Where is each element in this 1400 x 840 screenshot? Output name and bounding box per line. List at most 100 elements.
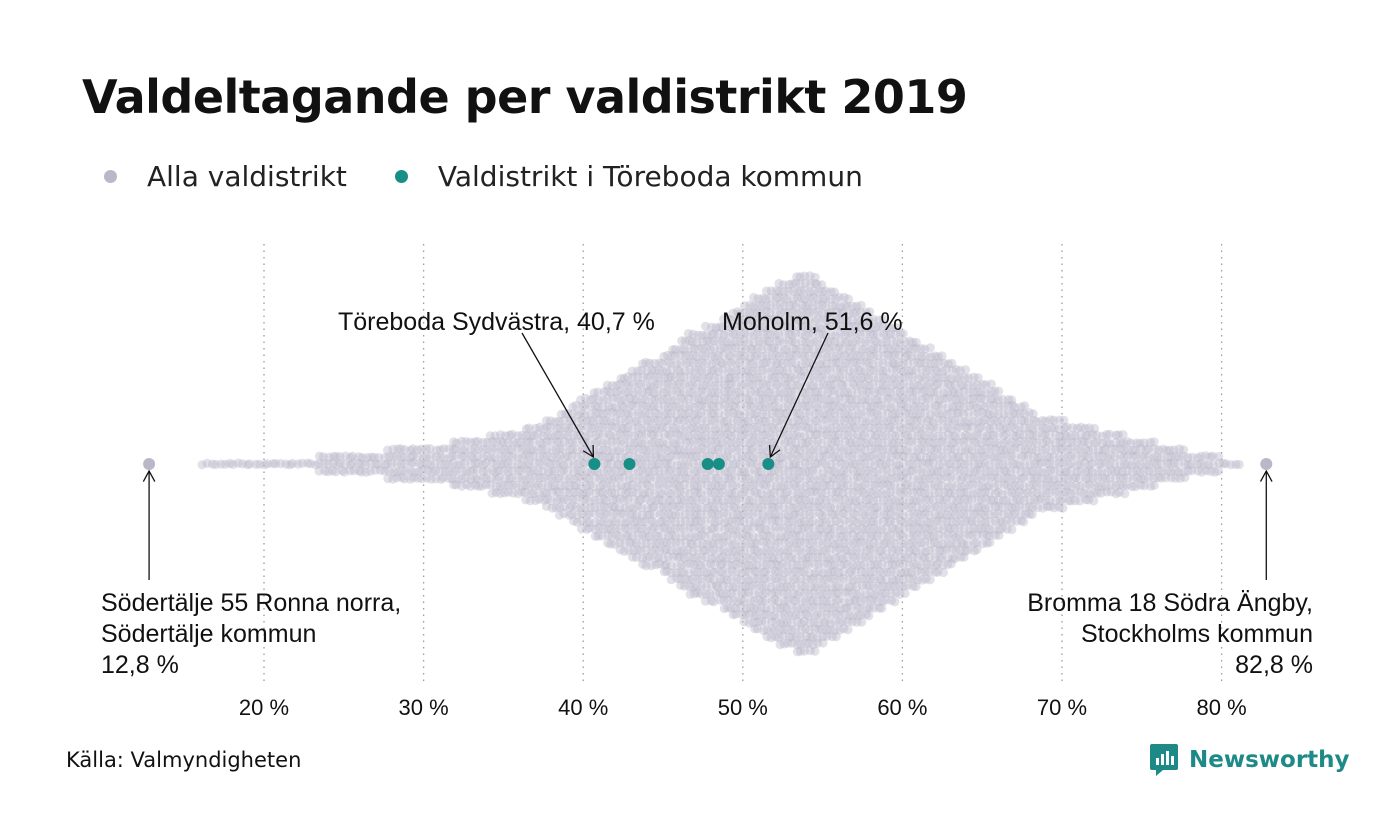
district-point bbox=[400, 458, 410, 469]
district-point bbox=[318, 452, 328, 462]
district-point bbox=[591, 488, 601, 498]
district-point bbox=[638, 488, 648, 498]
district-point bbox=[565, 488, 575, 498]
district-point bbox=[633, 430, 643, 440]
district-point bbox=[628, 379, 638, 389]
district-point bbox=[555, 494, 565, 504]
district-point bbox=[619, 495, 629, 505]
district-point bbox=[637, 401, 647, 411]
district-point bbox=[444, 444, 454, 454]
district-point bbox=[612, 530, 622, 541]
district-point bbox=[415, 459, 425, 469]
tick-label-50: 50 % bbox=[718, 695, 768, 720]
district-point bbox=[571, 481, 581, 491]
district-point bbox=[281, 459, 291, 469]
district-point bbox=[466, 474, 476, 484]
district-point bbox=[616, 395, 626, 405]
district-point bbox=[636, 538, 646, 549]
district-point bbox=[462, 480, 472, 490]
district-point bbox=[623, 430, 634, 440]
district-point bbox=[864, 611, 874, 621]
district-point bbox=[237, 459, 248, 469]
district-point bbox=[603, 445, 613, 456]
district-point bbox=[380, 452, 390, 463]
district-point bbox=[633, 458, 644, 468]
district-point bbox=[569, 459, 579, 469]
district-point bbox=[413, 473, 423, 483]
district-point bbox=[616, 437, 626, 447]
district-point bbox=[632, 510, 642, 520]
district-point bbox=[574, 487, 584, 497]
district-point bbox=[400, 452, 410, 462]
district-point bbox=[607, 437, 617, 447]
district-point bbox=[468, 453, 478, 463]
district-point bbox=[644, 358, 655, 368]
district-point bbox=[595, 451, 605, 461]
district-point bbox=[491, 437, 502, 447]
district-point bbox=[499, 444, 509, 454]
district-point bbox=[522, 459, 532, 469]
district-point bbox=[606, 524, 616, 534]
district-point bbox=[576, 502, 586, 512]
district-point bbox=[564, 481, 574, 491]
district-point bbox=[541, 416, 552, 426]
district-point bbox=[603, 538, 613, 548]
district-point bbox=[649, 501, 659, 511]
district-point bbox=[533, 480, 543, 490]
district-point bbox=[323, 467, 333, 477]
district-point bbox=[496, 437, 506, 447]
district-point bbox=[482, 437, 493, 447]
district-point bbox=[630, 523, 640, 534]
district-point bbox=[492, 474, 502, 484]
district-point bbox=[632, 417, 642, 427]
district-point bbox=[586, 395, 596, 405]
district-point bbox=[637, 466, 647, 476]
district-point bbox=[614, 459, 624, 470]
brand-logo[interactable]: Newsworthy bbox=[1149, 742, 1350, 778]
district-point bbox=[641, 429, 652, 439]
district-point bbox=[573, 416, 584, 426]
district-point bbox=[857, 617, 867, 627]
district-point bbox=[565, 415, 575, 425]
district-point bbox=[595, 482, 605, 492]
district-point bbox=[560, 452, 570, 462]
district-point bbox=[565, 502, 575, 513]
district-point bbox=[615, 429, 625, 439]
district-point bbox=[388, 452, 398, 462]
district-point bbox=[642, 524, 652, 535]
district-point bbox=[552, 473, 562, 484]
district-point bbox=[555, 459, 565, 469]
district-point bbox=[584, 487, 594, 497]
district-point bbox=[530, 481, 540, 491]
district-point bbox=[554, 416, 564, 426]
district-point bbox=[642, 474, 652, 484]
district-point bbox=[610, 473, 620, 483]
district-point bbox=[555, 502, 565, 513]
district-point bbox=[567, 509, 577, 520]
district-point bbox=[628, 408, 638, 418]
district-point bbox=[517, 430, 527, 440]
district-point bbox=[637, 460, 647, 470]
district-point bbox=[503, 480, 513, 490]
toreboda-district-point bbox=[712, 458, 725, 470]
district-point bbox=[457, 466, 468, 476]
district-point bbox=[345, 466, 355, 476]
district-point bbox=[517, 473, 527, 483]
district-point bbox=[586, 415, 596, 425]
district-point bbox=[642, 401, 652, 411]
district-point bbox=[470, 458, 480, 468]
district-point bbox=[388, 474, 398, 484]
district-point bbox=[466, 445, 476, 455]
district-point bbox=[472, 465, 482, 475]
district-point bbox=[595, 487, 605, 497]
district-point bbox=[628, 480, 638, 490]
district-point bbox=[571, 437, 582, 447]
tick-label-40: 40 % bbox=[558, 695, 608, 720]
district-point bbox=[631, 552, 642, 563]
district-point bbox=[508, 437, 518, 447]
district-point bbox=[260, 460, 270, 470]
district-point bbox=[628, 487, 638, 497]
district-point bbox=[900, 588, 910, 599]
district-point bbox=[408, 451, 418, 461]
district-point bbox=[535, 437, 545, 447]
